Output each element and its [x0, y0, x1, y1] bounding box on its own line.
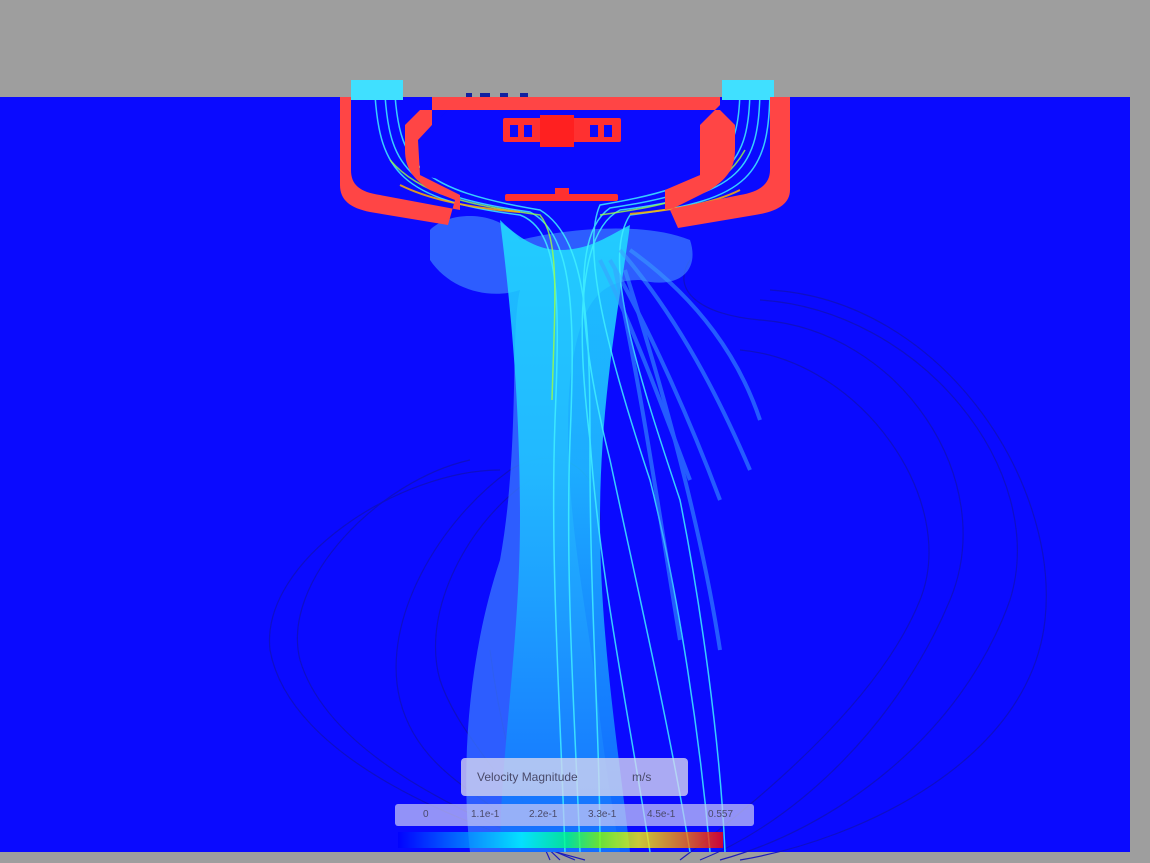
top-edge-marks — [466, 93, 528, 97]
legend-unit: m/s — [632, 770, 651, 784]
legend-tick: 1.1e-1 — [471, 809, 499, 820]
legend-tick: 4.5e-1 — [647, 809, 675, 820]
legend-title: Velocity Magnitude — [477, 770, 578, 784]
legend-colorbar — [398, 832, 723, 848]
legend-tick: 0.557 — [708, 809, 733, 820]
right-inlet-pipe — [722, 80, 774, 100]
legend-tick: 2.2e-1 — [529, 809, 557, 820]
left-inlet-pipe — [351, 80, 403, 100]
legend-tick: 0 — [423, 809, 429, 820]
legend-title-panel: Velocity Magnitude m/s — [461, 758, 688, 796]
legend-tick: 3.3e-1 — [588, 809, 616, 820]
legend-ticks-panel: 0 1.1e-1 2.2e-1 3.3e-1 4.5e-1 0.557 — [395, 804, 754, 826]
